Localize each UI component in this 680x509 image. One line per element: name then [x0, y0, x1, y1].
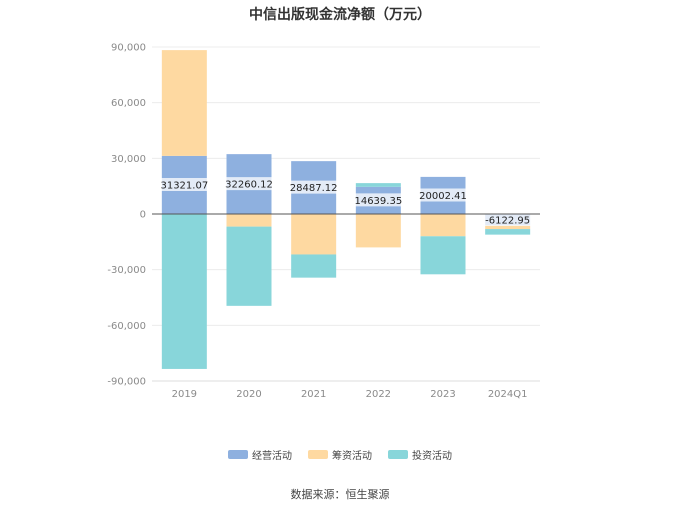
legend-label: 投资活动 [412, 451, 452, 462]
bar [420, 214, 466, 237]
data-label-bg [286, 180, 341, 194]
x-tick-label: 2019 [172, 389, 197, 400]
bar [161, 214, 207, 369]
data-label: 20002.41 [419, 191, 467, 202]
x-tick-label: 2021 [301, 389, 326, 400]
y-tick-label: -60,000 [107, 321, 146, 332]
legend-swatch [388, 450, 408, 459]
x-tick-label: 2024Q1 [488, 389, 528, 400]
legend-swatch [228, 450, 248, 459]
legend-label: 经营活动 [252, 451, 292, 462]
y-tick-label: 60,000 [111, 98, 146, 109]
y-tick-label: -90,000 [107, 377, 146, 388]
y-tick-label: -30,000 [107, 265, 146, 276]
chart-plot: 90,000 60,000 30,000 0 -30,000 -60,000 -90,000… [107, 43, 540, 400]
legend-label: 筹资活动 [332, 451, 372, 462]
bar [355, 183, 401, 187]
bar [485, 225, 531, 230]
data-label-bg [351, 193, 406, 207]
x-tick-label: 2022 [366, 389, 391, 400]
bar [226, 214, 272, 227]
data-label: -6122.95 [485, 216, 530, 227]
bar [291, 214, 337, 255]
data-label: 32260.12 [225, 180, 273, 191]
bar [226, 226, 272, 306]
data-source: 数据来源：恒生聚源 [290, 488, 390, 501]
legend-item[interactable]: 投资活动 [388, 447, 452, 462]
data-label: 14639.35 [354, 196, 402, 207]
data-label: 31321.07 [160, 180, 208, 191]
legend-item[interactable]: 筹资活动 [308, 447, 372, 462]
y-tick-label: 30,000 [111, 154, 146, 165]
bar [485, 229, 531, 235]
bar [420, 236, 466, 275]
data-label-bg [416, 188, 470, 202]
legend-item[interactable]: 经营活动 [228, 447, 292, 462]
y-tick-label: 90,000 [111, 43, 146, 54]
bar [291, 254, 337, 278]
x-tick-label: 2023 [430, 389, 455, 400]
bar [355, 214, 401, 248]
data-label-bg [157, 177, 212, 191]
legend-swatch [308, 450, 328, 459]
chart-title: 中信出版现金流净额（万元） [249, 7, 431, 23]
chart-legend: 经营活动 筹资活动 投资活动 [0, 447, 680, 462]
data-label-bg [480, 213, 535, 226]
bar [161, 50, 207, 156]
data-label-bg [222, 177, 276, 191]
data-label: 28487.12 [290, 183, 338, 194]
x-tick-label: 2020 [236, 389, 261, 400]
y-tick-label: 0 [140, 210, 146, 221]
